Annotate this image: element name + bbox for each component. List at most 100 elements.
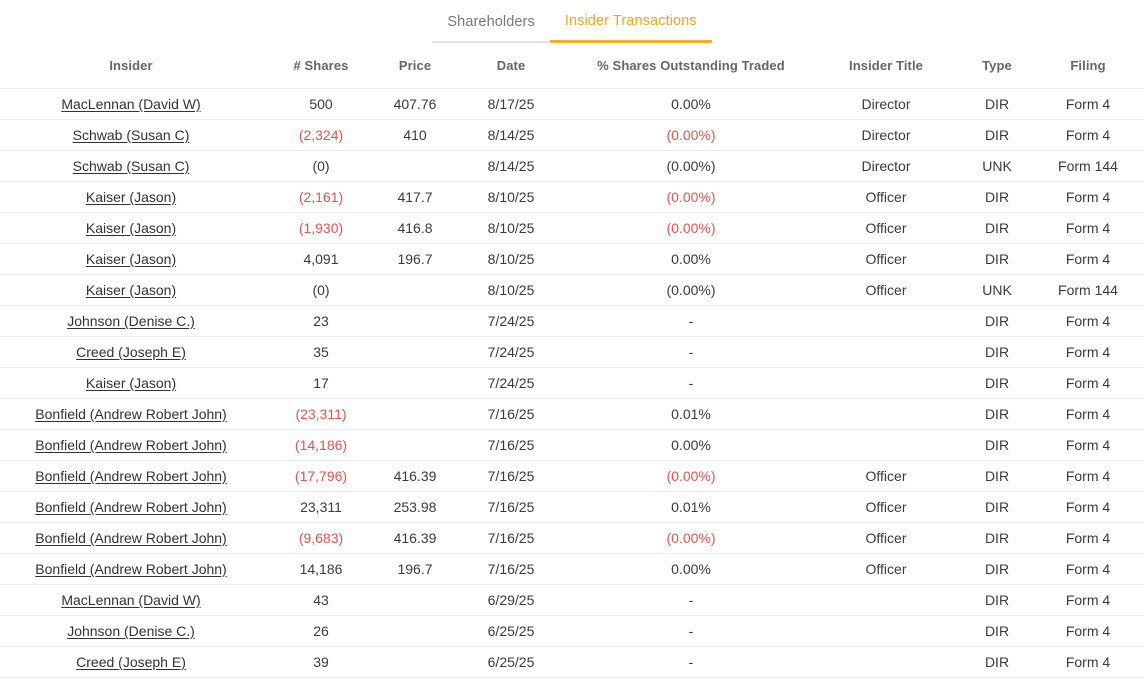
price-cell: 410 bbox=[380, 118, 450, 150]
type-cell: DIR bbox=[962, 118, 1032, 150]
shares-cell: (0) bbox=[262, 273, 380, 305]
pct-value: 0.00% bbox=[671, 436, 711, 453]
pct-cell: (0.00%) bbox=[572, 180, 810, 212]
type-cell: DIR bbox=[962, 428, 1032, 460]
filing-value: Form 4 bbox=[1065, 405, 1111, 422]
table-header-row: Insider # Shares Price Date % Shares Out… bbox=[0, 43, 1144, 88]
insider-link[interactable]: Kaiser (Jason) bbox=[85, 188, 177, 205]
table-row: MacLennan (David W) 43 6/29/25 - DIR For… bbox=[0, 583, 1144, 615]
shares-value: 39 bbox=[313, 653, 329, 670]
type-cell: DIR bbox=[962, 583, 1032, 615]
insider-link[interactable]: Kaiser (Jason) bbox=[85, 250, 177, 267]
type-value: UNK bbox=[982, 157, 1012, 174]
price-value: 253.98 bbox=[393, 498, 437, 515]
insider-link[interactable]: Bonfield (Andrew Robert John) bbox=[35, 467, 227, 484]
table-row: Schwab (Susan C) (2,324) 410 8/14/25 (0.… bbox=[0, 118, 1144, 150]
insider-title-cell: Officer bbox=[810, 273, 962, 305]
insider-link[interactable]: Creed (Joseph E) bbox=[76, 653, 186, 670]
shares-cell: (2,324) bbox=[262, 118, 380, 150]
insider-link[interactable]: Kaiser (Jason) bbox=[85, 374, 177, 391]
shares-value: (1,930) bbox=[298, 219, 344, 236]
table-row: Bonfield (Andrew Robert John) (17,796) 4… bbox=[0, 459, 1144, 491]
insider-title-cell: Officer bbox=[810, 459, 962, 491]
price-value: 417.7 bbox=[397, 188, 433, 205]
insider-link[interactable]: Kaiser (Jason) bbox=[85, 219, 177, 236]
filing-cell: Form 4 bbox=[1032, 242, 1144, 274]
type-value: DIR bbox=[984, 467, 1010, 484]
shares-cell: 14,186 bbox=[262, 552, 380, 584]
date-value: 7/24/25 bbox=[487, 312, 535, 329]
type-value: DIR bbox=[984, 560, 1010, 577]
type-value: DIR bbox=[984, 219, 1010, 236]
insider-link[interactable]: MacLennan (David W) bbox=[61, 591, 201, 608]
type-cell: DIR bbox=[962, 552, 1032, 584]
type-value: DIR bbox=[984, 250, 1010, 267]
insider-title-value: Director bbox=[861, 95, 911, 112]
insider-link[interactable]: Bonfield (Andrew Robert John) bbox=[35, 405, 227, 422]
price-value: 416.39 bbox=[393, 467, 437, 484]
insider-link[interactable]: Creed (Joseph E) bbox=[76, 343, 186, 360]
shares-cell: 500 bbox=[262, 87, 380, 119]
insider-link[interactable]: Bonfield (Andrew Robert John) bbox=[35, 529, 227, 546]
insider-title-cell bbox=[810, 583, 962, 615]
date-cell: 7/16/25 bbox=[450, 521, 572, 553]
type-value: DIR bbox=[984, 343, 1010, 360]
filing-cell: Form 4 bbox=[1032, 304, 1144, 336]
filing-value: Form 4 bbox=[1065, 374, 1111, 391]
type-cell: DIR bbox=[962, 459, 1032, 491]
insider-cell: Johnson (Denise C.) bbox=[0, 304, 262, 336]
column-header-type: Type bbox=[982, 57, 1012, 73]
date-value: 6/25/25 bbox=[487, 622, 535, 639]
table-row: Creed (Joseph E) 39 6/25/25 - DIR Form 4 bbox=[0, 645, 1144, 677]
insider-link[interactable]: Johnson (Denise C.) bbox=[67, 312, 195, 329]
table-row: Kaiser (Jason) (2,161) 417.7 8/10/25 (0.… bbox=[0, 180, 1144, 212]
price-cell: 416.39 bbox=[380, 459, 450, 491]
date-value: 7/16/25 bbox=[487, 467, 535, 484]
type-cell: DIR bbox=[962, 87, 1032, 119]
date-cell: 8/10/25 bbox=[450, 211, 572, 243]
column-header-filing: Filing bbox=[1070, 57, 1106, 73]
price-cell bbox=[380, 304, 450, 336]
table-row: Bonfield (Andrew Robert John) (9,683) 41… bbox=[0, 521, 1144, 553]
insider-link[interactable]: Johnson (Denise C.) bbox=[67, 622, 195, 639]
tab-insider-transactions[interactable]: Insider Transactions bbox=[549, 4, 712, 43]
pct-value: (0.00%) bbox=[666, 281, 716, 298]
insider-title-cell: Officer bbox=[810, 552, 962, 584]
insider-cell: Creed (Joseph E) bbox=[0, 335, 262, 367]
date-cell: 7/16/25 bbox=[450, 428, 572, 460]
pct-value: 0.01% bbox=[671, 498, 711, 515]
type-cell: DIR bbox=[962, 304, 1032, 336]
date-cell: 6/25/25 bbox=[450, 645, 572, 677]
table-row: Bonfield (Andrew Robert John) 23,311 253… bbox=[0, 490, 1144, 522]
filing-cell: Form 4 bbox=[1032, 180, 1144, 212]
pct-value: (0.00%) bbox=[666, 467, 716, 484]
insider-link[interactable]: Bonfield (Andrew Robert John) bbox=[35, 498, 227, 515]
insider-link[interactable]: Schwab (Susan C) bbox=[72, 126, 190, 143]
price-cell: 416.8 bbox=[380, 211, 450, 243]
date-value: 7/16/25 bbox=[487, 436, 535, 453]
table-row: Creed (Joseph E) 35 7/24/25 - DIR Form 4 bbox=[0, 335, 1144, 367]
type-value: DIR bbox=[984, 498, 1010, 515]
column-header-price: Price bbox=[398, 57, 432, 73]
shares-cell: (1,930) bbox=[262, 211, 380, 243]
shares-value: 23,311 bbox=[300, 498, 342, 515]
insider-link[interactable]: Bonfield (Andrew Robert John) bbox=[35, 560, 227, 577]
insider-link[interactable]: Bonfield (Andrew Robert John) bbox=[35, 436, 227, 453]
insider-link[interactable]: Schwab (Susan C) bbox=[72, 157, 190, 174]
pct-value: 0.00% bbox=[671, 250, 711, 267]
price-value: 196.7 bbox=[397, 560, 433, 577]
insider-link[interactable]: MacLennan (David W) bbox=[61, 95, 201, 112]
table-row: Bonfield (Andrew Robert John) (14,186) 7… bbox=[0, 428, 1144, 460]
date-cell: 8/14/25 bbox=[450, 118, 572, 150]
type-cell: DIR bbox=[962, 211, 1032, 243]
date-cell: 7/24/25 bbox=[450, 304, 572, 336]
tab-shareholders[interactable]: Shareholders bbox=[432, 5, 550, 43]
insider-link[interactable]: Kaiser (Jason) bbox=[85, 281, 177, 298]
shares-cell: (14,186) bbox=[262, 428, 380, 460]
shares-cell: (23,311) bbox=[262, 397, 380, 429]
type-cell: DIR bbox=[962, 614, 1032, 646]
insider-cell: Bonfield (Andrew Robert John) bbox=[0, 428, 262, 460]
price-cell bbox=[380, 583, 450, 615]
insider-title-value: Officer bbox=[865, 250, 907, 267]
date-cell: 7/24/25 bbox=[450, 366, 572, 398]
